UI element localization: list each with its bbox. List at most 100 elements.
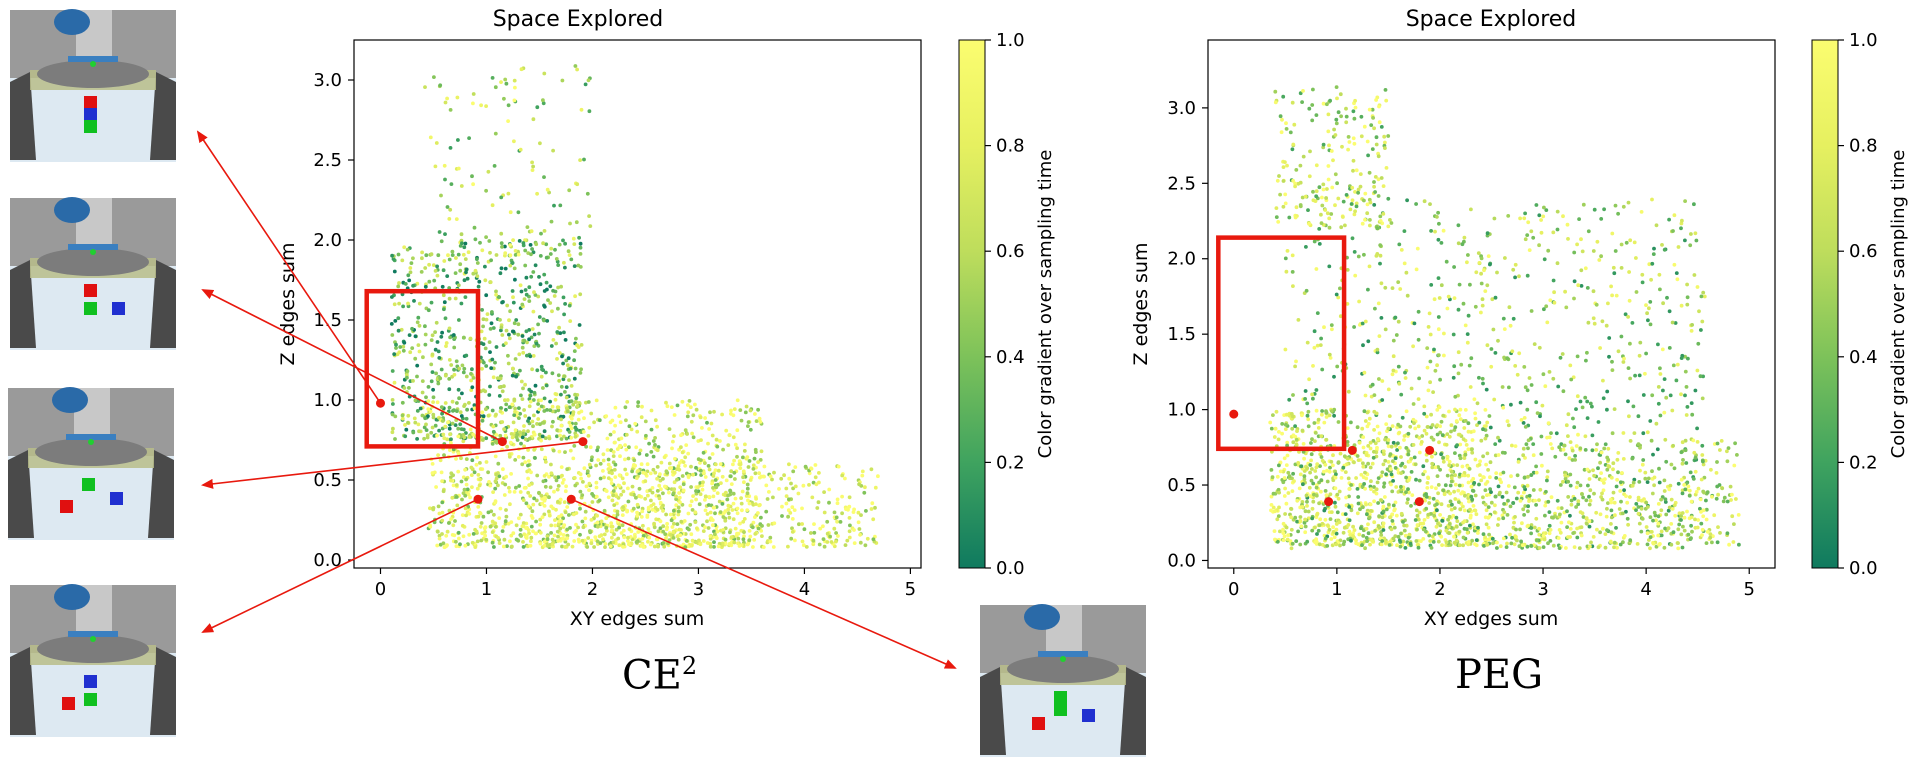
scatter-point [632,463,636,467]
scatter-point [542,512,547,517]
scatter-point [532,390,537,395]
scatter-point [456,283,461,288]
scatter-point [1652,475,1657,480]
scatter-point [576,525,580,530]
scatter-point [518,147,523,152]
scatter-point [735,511,740,516]
scatter-point [1310,516,1315,521]
scatter-point [1326,129,1331,134]
chart-title: Space Explored [1406,7,1577,32]
scatter-point [789,481,793,486]
scatter-point [1485,231,1490,236]
scatter-point [708,410,712,415]
scatter-point [1627,270,1631,274]
scatter-point [1275,178,1280,183]
scatter-point [1366,339,1371,344]
scatter-point [1360,221,1365,226]
scatter-point [672,413,677,417]
scatter-point [1414,267,1419,272]
scatter-point [595,520,600,525]
scatter-point [430,425,435,430]
scatter-point [1457,432,1462,437]
scatter-point [1509,402,1513,407]
scatter-point [509,432,514,436]
scatter-point [507,485,511,490]
scatter-point [523,248,528,253]
scatter-point [558,331,563,335]
scatter-point [1627,298,1632,303]
scatter-point [420,390,425,395]
scatter-point [496,461,501,466]
scatter-point [1436,465,1440,469]
scatter-point [1496,517,1501,521]
scatter-point [1436,237,1441,242]
scatter-point [528,399,533,404]
scatter-point [814,482,819,487]
scatter-point [1291,471,1295,476]
scatter-point [651,502,656,506]
scatter-point [1679,477,1684,482]
scatter-point [860,473,865,478]
scatter-point [561,536,565,541]
scatter-point [1329,459,1334,464]
scatter-point [573,366,578,371]
scatter-point [634,540,639,544]
scatter-point [647,535,652,540]
scatter-point [1416,517,1421,522]
scatter-point [522,532,527,537]
scatter-point [493,131,498,136]
scatter-point [1466,421,1471,426]
scatter-point [1428,332,1433,337]
scatter-point [1658,366,1662,371]
scatter-point [1458,507,1463,512]
scatter-point [454,217,459,222]
scatter-point [486,169,491,174]
scatter-point [1419,539,1423,543]
scatter-point [1377,120,1382,125]
scatter-point [1575,535,1580,540]
scatter-point [690,508,695,512]
scatter-point [578,506,582,511]
scatter-point [1584,358,1588,363]
scatter-point [498,433,503,438]
scatter-point [1293,364,1297,369]
scatter-point [571,456,576,461]
scatter-point [503,251,508,256]
scatter-point [1552,290,1556,295]
scatter-point [1644,525,1649,529]
scatter-point [1362,370,1367,375]
scatter-point [1567,520,1571,525]
scatter-point [408,266,413,270]
scatter-point [569,399,574,403]
scatter-point [1353,537,1357,541]
scatter-point [748,534,753,539]
scatter-point [1403,376,1408,380]
scatter-point [809,531,813,535]
scatter-point [1583,448,1588,452]
scatter-point [1588,498,1593,503]
scatter-point [852,541,857,545]
scatter-point [601,537,605,542]
scatter-point [443,100,448,105]
scatter-point [1313,540,1318,545]
scatter-point [1411,344,1415,349]
scatter-point [565,527,570,532]
scatter-point [1522,216,1527,221]
scatter-point [741,475,745,480]
scatter-point [1308,494,1313,499]
scatter-point [1660,243,1664,247]
scatter-point [1294,359,1298,364]
scatter-point [547,474,551,479]
scatter-point [476,284,481,289]
scatter-point [694,497,698,502]
scatter-point [407,278,412,283]
scatter-point [448,108,453,112]
scatter-point [573,483,578,488]
scatter-point [493,360,497,365]
scatter-point [813,475,818,480]
scatter-point [1269,503,1274,507]
scatter-point [1361,505,1365,510]
scatter-point [478,467,483,471]
scatter-point [553,518,557,522]
scatter-point [1345,426,1350,430]
